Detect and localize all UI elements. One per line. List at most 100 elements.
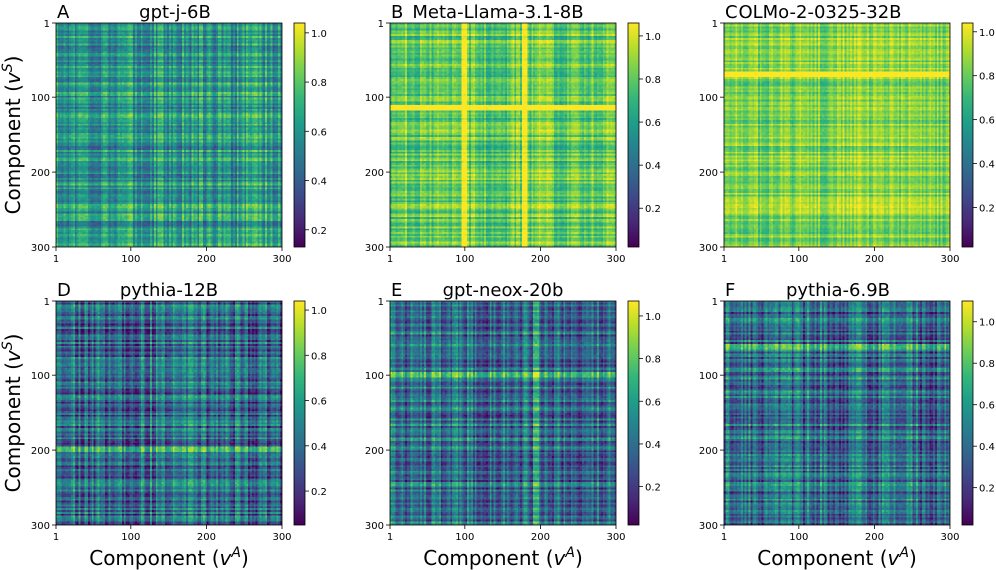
y-axis-label: Component (vS) bbox=[0, 334, 25, 493]
colorbar-tick-label: 0.4 bbox=[979, 160, 995, 171]
heatmap-cells bbox=[724, 301, 950, 525]
panel-letter: B bbox=[391, 2, 403, 23]
y-tick-label: 1 bbox=[44, 297, 50, 308]
plot-frame bbox=[55, 300, 283, 526]
x-axis-label: Component (vA) bbox=[89, 545, 249, 570]
y-tick-label: 300 bbox=[365, 521, 384, 532]
colorbar-tick-label: 0.6 bbox=[979, 401, 995, 412]
colorbar bbox=[961, 22, 974, 248]
x-tick-label: 300 bbox=[272, 254, 291, 265]
colorbar-tick-label: 0.6 bbox=[311, 397, 327, 408]
colorbar-tick-label: 0.8 bbox=[645, 75, 661, 86]
colorbar-tick-label: 0.2 bbox=[979, 484, 995, 495]
x-tick-label: 300 bbox=[606, 254, 625, 265]
panel-letter: F bbox=[725, 280, 735, 301]
colorbar-tick-label: 0.8 bbox=[311, 78, 327, 89]
colorbar-tick-label: 0.6 bbox=[979, 116, 995, 127]
y-tick-label: 1 bbox=[378, 297, 384, 308]
panel-title: pythia-12B bbox=[120, 280, 218, 301]
y-tick-label: 300 bbox=[699, 521, 718, 532]
colorbar-tick-label: 0.4 bbox=[311, 442, 327, 453]
x-tick-label: 100 bbox=[789, 532, 808, 543]
panel-title: gpt-j-6B bbox=[139, 2, 211, 23]
x-tick-label: 1 bbox=[53, 254, 59, 265]
x-tick-label: 300 bbox=[940, 254, 959, 265]
y-tick-label: 300 bbox=[31, 243, 50, 254]
x-tick-label: 200 bbox=[197, 254, 216, 265]
x-tick-label: 200 bbox=[531, 532, 550, 543]
y-tick-label: 1 bbox=[44, 19, 50, 30]
colorbar-tick-label: 0.8 bbox=[979, 72, 995, 83]
panel-title: OLMo-2-0325-32B bbox=[738, 2, 901, 23]
y-tick-label: 200 bbox=[699, 446, 718, 457]
plot-frame bbox=[389, 300, 617, 526]
panel-title: Meta-Llama-3.1-8B bbox=[412, 2, 583, 23]
colorbar-tick-label: 1.0 bbox=[311, 29, 327, 40]
colorbar-tick-label: 1.0 bbox=[311, 306, 327, 317]
y-tick-label: 200 bbox=[699, 168, 718, 179]
x-tick-label: 1 bbox=[53, 532, 59, 543]
colorbar-tick-label: 0.8 bbox=[979, 359, 995, 370]
y-tick-label: 200 bbox=[31, 168, 50, 179]
x-tick-label: 1 bbox=[721, 254, 727, 265]
y-tick-label: 100 bbox=[365, 371, 384, 382]
colorbar-tick-label: 1.0 bbox=[979, 318, 995, 329]
heatmap-cells bbox=[390, 23, 616, 247]
colorbar-tick-label: 0.4 bbox=[311, 177, 327, 188]
y-tick-label: 100 bbox=[31, 93, 50, 104]
colorbar bbox=[961, 300, 974, 526]
y-tick-label: 1 bbox=[712, 19, 718, 30]
x-tick-label: 1 bbox=[721, 532, 727, 543]
plot-frame bbox=[723, 22, 951, 248]
colorbar-tick-label: 1.0 bbox=[645, 32, 661, 43]
x-tick-label: 200 bbox=[865, 254, 884, 265]
plot-frame bbox=[389, 22, 617, 248]
x-tick-label: 100 bbox=[455, 254, 474, 265]
x-tick-label: 200 bbox=[197, 532, 216, 543]
colorbar bbox=[627, 300, 640, 526]
y-tick-label: 1 bbox=[712, 297, 718, 308]
colorbar-tick-label: 0.4 bbox=[645, 161, 661, 172]
plot-frame bbox=[55, 22, 283, 248]
x-axis-label: Component (vA) bbox=[757, 545, 917, 570]
x-axis-label: Component (vA) bbox=[423, 545, 583, 570]
panel-letter: D bbox=[57, 280, 71, 301]
colorbar-tick-label: 1.0 bbox=[645, 312, 661, 323]
x-tick-label: 1 bbox=[387, 532, 393, 543]
y-tick-label: 200 bbox=[365, 168, 384, 179]
colorbar bbox=[293, 22, 306, 248]
heatmap-cells bbox=[390, 301, 616, 525]
y-tick-label: 200 bbox=[365, 446, 384, 457]
colorbar-tick-label: 0.2 bbox=[645, 204, 661, 215]
x-tick-label: 300 bbox=[272, 532, 291, 543]
colorbar-tick-label: 1.0 bbox=[979, 28, 995, 39]
y-tick-label: 300 bbox=[31, 521, 50, 532]
colorbar-tick-label: 0.2 bbox=[645, 483, 661, 494]
x-tick-label: 100 bbox=[121, 532, 140, 543]
colorbar-tick-label: 0.2 bbox=[311, 226, 327, 237]
colorbar-tick-label: 0.8 bbox=[311, 351, 327, 362]
y-tick-label: 200 bbox=[31, 446, 50, 457]
heatmap-cells bbox=[56, 23, 282, 247]
panel-letter: C bbox=[725, 2, 738, 23]
colorbar-tick-label: 0.6 bbox=[645, 397, 661, 408]
colorbar bbox=[627, 22, 640, 248]
y-tick-label: 100 bbox=[699, 371, 718, 382]
y-tick-label: 300 bbox=[365, 243, 384, 254]
panel-letter: A bbox=[57, 2, 70, 23]
y-tick-label: 300 bbox=[699, 243, 718, 254]
colorbar-tick-label: 0.2 bbox=[311, 487, 327, 498]
colorbar-tick-label: 0.4 bbox=[645, 440, 661, 451]
heatmap-cells bbox=[56, 301, 282, 525]
x-tick-label: 300 bbox=[606, 532, 625, 543]
panel-title: gpt-neox-20b bbox=[443, 280, 564, 301]
x-tick-label: 100 bbox=[455, 532, 474, 543]
y-axis-label: Component (vS) bbox=[0, 56, 25, 215]
colorbar-tick-label: 0.6 bbox=[645, 118, 661, 129]
panel-letter: E bbox=[391, 280, 402, 301]
